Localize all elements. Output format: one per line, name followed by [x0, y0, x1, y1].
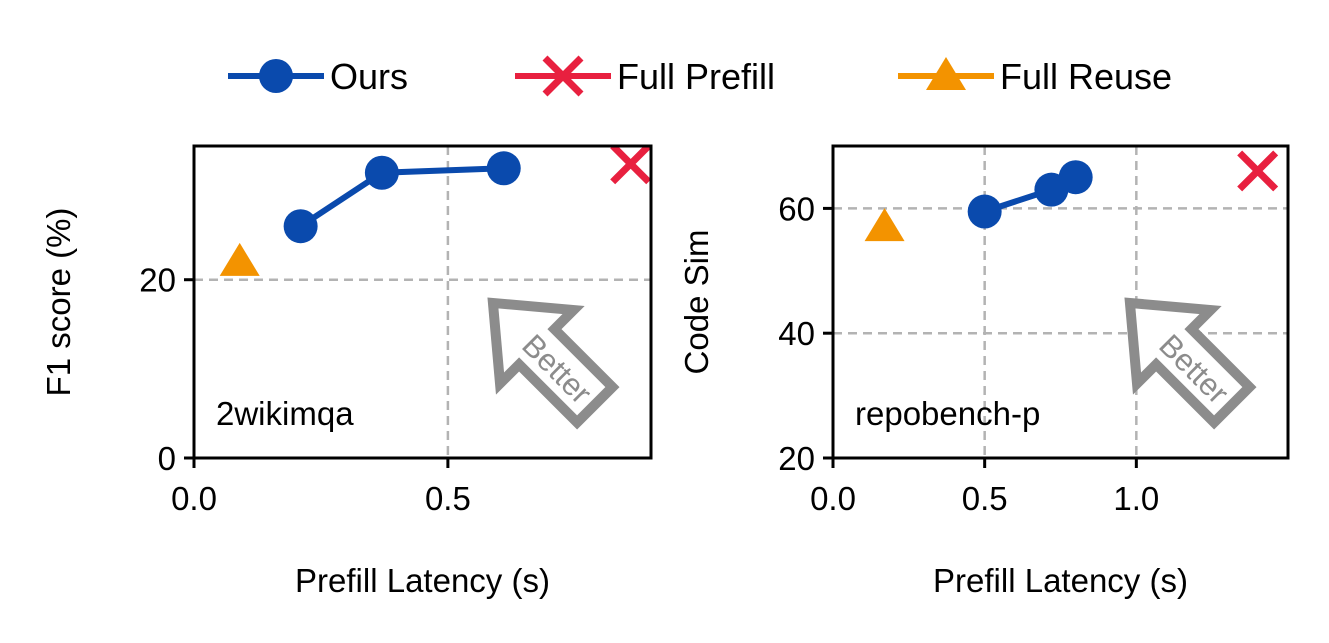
data-point-ours-2: [486, 151, 521, 186]
x-axis-label: Prefill Latency (s): [933, 562, 1188, 599]
legend-label-0: Ours: [330, 56, 408, 97]
data-point-full-prefill-0: [1237, 150, 1279, 192]
plot-frame: [831, 144, 1290, 460]
y-tick-label-1: 40: [778, 315, 815, 352]
data-point-ours-1: [364, 155, 399, 190]
data-layer: [219, 146, 651, 276]
x-tick-label-0: 0.0: [810, 480, 856, 517]
legend-marker-triangle-icon: [926, 57, 966, 90]
better-arrow-shape: [1124, 297, 1257, 430]
x-tick-label-1: 0.5: [962, 480, 1008, 517]
legend-label-2: Full Reuse: [1000, 56, 1172, 97]
y-axis-label: F1 score (%): [40, 208, 77, 397]
y-tick-label-0: 20: [778, 440, 815, 477]
data-point-ours-0: [967, 194, 1002, 229]
data-point-ours-2: [1058, 160, 1093, 195]
legend-marker-circle-icon: [259, 59, 293, 93]
y-tick-label-2: 60: [778, 190, 815, 227]
data-point-full-prefill-0: [610, 146, 651, 185]
dataset-label: repobench-p: [855, 395, 1040, 432]
x-tick-label-2: 1.0: [1113, 480, 1159, 517]
data-point-ours-0: [283, 209, 318, 244]
y-tick-label-0: 0: [158, 440, 176, 477]
x-axis-label: Prefill Latency (s): [295, 562, 550, 599]
legend: Ours Full Prefill Full Reuse: [228, 55, 1172, 97]
legend-marker-x-icon: [542, 55, 584, 97]
y-axis-label: Code Sim: [678, 230, 715, 375]
data-layer: [864, 150, 1279, 242]
data-point-full-reuse-0: [219, 242, 260, 276]
legend-label-1: Full Prefill: [617, 56, 775, 97]
data-point-full-reuse-0: [864, 208, 905, 242]
plot-frame: [192, 144, 653, 460]
series-line-ours: [298, 165, 504, 229]
better-arrow-shape: [487, 297, 620, 430]
x-tick-label-0: 0.0: [171, 480, 217, 517]
x-tick-label-1: 0.5: [425, 480, 471, 517]
dataset-label: 2wikimqa: [216, 395, 354, 432]
y-tick-label-1: 20: [139, 262, 176, 299]
better-arrow: [1124, 297, 1257, 430]
better-arrow: [487, 297, 620, 430]
